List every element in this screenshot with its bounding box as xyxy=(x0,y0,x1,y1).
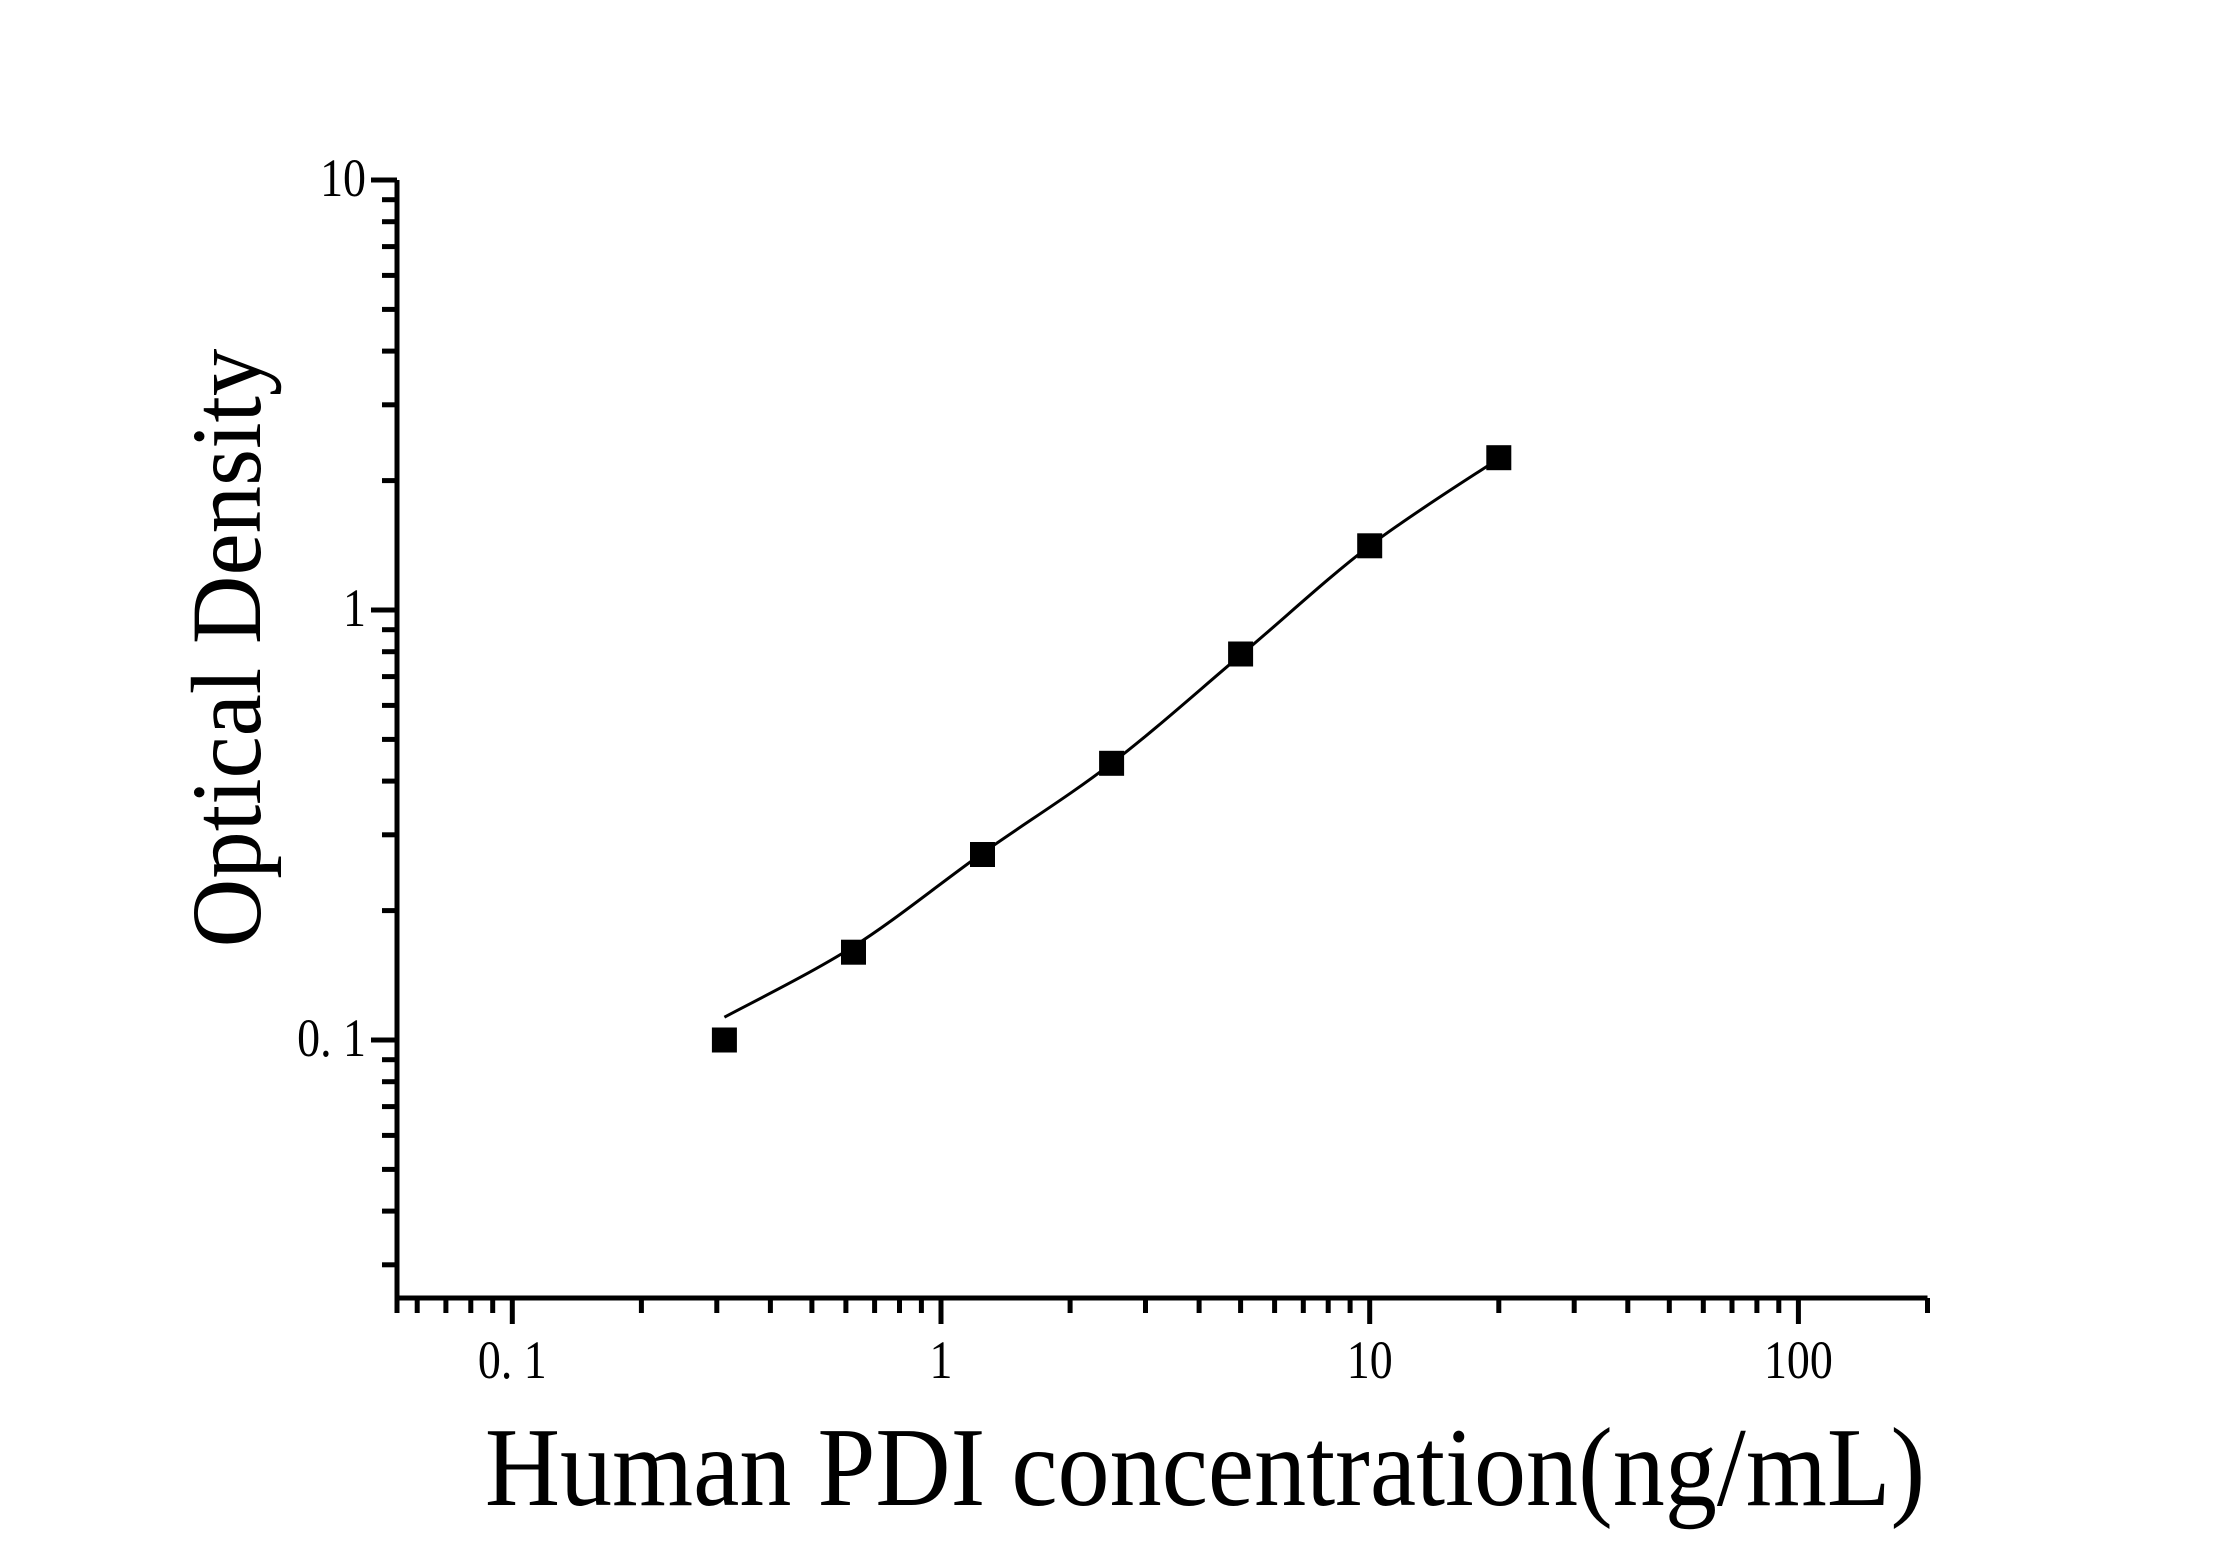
data-point xyxy=(970,842,995,867)
x-tick-label: 100 xyxy=(1764,1330,1833,1390)
x-axis-title: Human PDI concentration(ng/mL) xyxy=(485,1407,1925,1530)
x-tick-label: 1 xyxy=(930,1330,953,1390)
data-point xyxy=(711,1027,737,1053)
y-axis-tick-labels: 10 1 0. 1 xyxy=(297,148,366,1068)
data-point xyxy=(1099,750,1125,776)
y-axis-ticks xyxy=(371,177,397,1268)
axis-frame xyxy=(394,180,1928,1313)
x-tick-label: 10 xyxy=(1347,1330,1393,1390)
data-point xyxy=(1486,445,1512,471)
y-tick-label: 1 xyxy=(343,578,366,638)
x-axis-tick-labels: 0. 1 1 10 100 xyxy=(478,1330,1833,1390)
y-tick-label: 10 xyxy=(320,148,366,208)
data-point xyxy=(1357,533,1383,559)
y-axis-title: Optical Density xyxy=(172,348,283,947)
data-point xyxy=(841,939,866,965)
data-points xyxy=(711,445,1512,1053)
y-tick-label: 0. 1 xyxy=(297,1008,366,1068)
x-tick-label: 0. 1 xyxy=(478,1330,547,1390)
x-axis-ticks xyxy=(414,1298,1930,1324)
data-point xyxy=(1228,641,1254,667)
